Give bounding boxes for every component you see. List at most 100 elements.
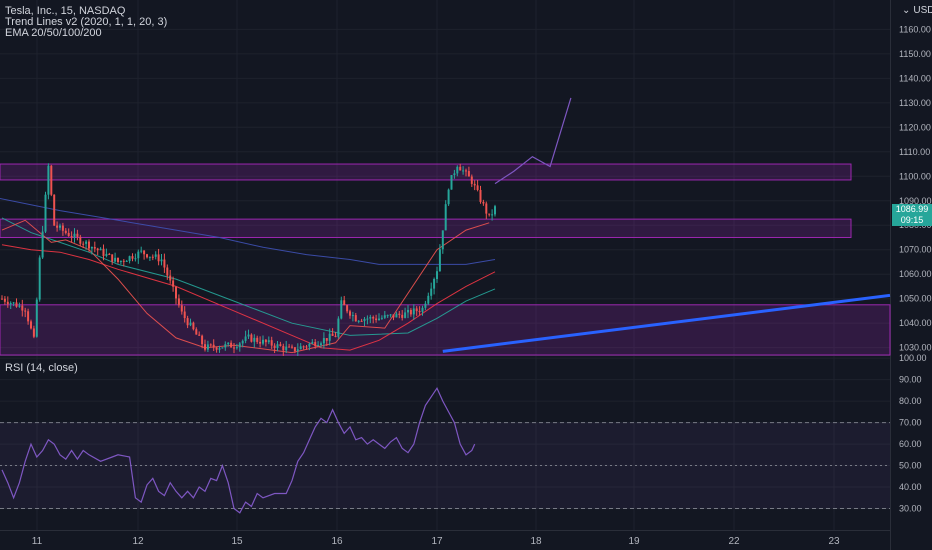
- candle-body: [61, 225, 64, 231]
- candle-body: [35, 299, 38, 337]
- currency-selector[interactable]: ⌄ USD: [900, 4, 932, 17]
- candle-body: [151, 256, 154, 258]
- price-tick-label: 1030.00: [899, 343, 932, 353]
- candle-body: [47, 165, 50, 195]
- candle-body: [172, 280, 175, 287]
- price-axis[interactable]: 1030.001040.001050.001060.001070.001080.…: [899, 24, 932, 513]
- candle-body: [117, 257, 119, 263]
- indicator-trend-lines[interactable]: Trend Lines v2 (2020, 1, 1, 20, 3): [5, 16, 168, 28]
- candle-body: [482, 201, 485, 204]
- candle-body: [221, 347, 224, 349]
- candle-body: [378, 318, 380, 321]
- candle-body: [157, 254, 160, 262]
- candle-body: [473, 183, 476, 186]
- candle-body: [363, 318, 366, 322]
- candle-body: [96, 248, 99, 251]
- ema100-line: [1, 217, 496, 336]
- candle-body: [44, 194, 47, 232]
- time-tick-label: 17: [431, 536, 443, 547]
- candle-body: [183, 311, 186, 319]
- candle-body: [85, 241, 88, 244]
- rsi-tick-label: 80.00: [899, 396, 922, 406]
- candle-body: [409, 309, 412, 315]
- ema200-line: [0, 197, 496, 265]
- candle-body: [418, 311, 421, 313]
- candle-body: [209, 344, 212, 346]
- candle-body: [285, 346, 288, 351]
- candle-body: [102, 248, 105, 256]
- candle-body: [389, 314, 392, 316]
- candle-body: [351, 315, 354, 317]
- rsi-tick-label: 40.00: [899, 482, 922, 492]
- support-resistance-zones: [0, 163, 891, 356]
- time-axis[interactable]: 11 12 15 16 17 18 19 22 23: [32, 536, 840, 547]
- candle-body: [247, 334, 250, 337]
- rsi-line: [1, 386, 476, 514]
- candle-body: [32, 328, 35, 337]
- candle-body: [465, 170, 467, 172]
- candle-body: [279, 344, 282, 347]
- candle-body: [114, 257, 117, 262]
- candle-body: [204, 344, 206, 350]
- candle-body: [163, 259, 166, 268]
- candle-body: [82, 243, 85, 245]
- price-tick-label: 1060.00: [899, 269, 932, 279]
- candle-body: [125, 260, 128, 262]
- candle-body: [3, 298, 6, 302]
- ema50-line: [1, 244, 496, 351]
- candle-body: [438, 249, 441, 272]
- time-tick-label: 19: [628, 536, 640, 547]
- candle-body: [30, 321, 32, 329]
- price-zone: [0, 163, 852, 181]
- candle-body: [291, 346, 293, 348]
- candle-body: [111, 254, 114, 262]
- candle-body: [488, 213, 491, 215]
- candle-body: [450, 175, 453, 190]
- candle-body: [175, 286, 177, 299]
- candle-body: [230, 342, 233, 348]
- candle-body: [88, 241, 90, 249]
- candle-body: [322, 338, 325, 344]
- candle-body: [398, 313, 401, 315]
- candle-body: [218, 348, 221, 350]
- chevron-down-icon: ⌄: [902, 5, 911, 16]
- price-projection-line[interactable]: [494, 97, 572, 185]
- rsi-tick-label: 90.00: [899, 375, 922, 385]
- candle-body: [436, 271, 438, 279]
- candle-body: [427, 295, 430, 304]
- bar-countdown: 09:15: [900, 215, 924, 225]
- candle-body: [430, 288, 433, 296]
- candle-body: [244, 336, 247, 341]
- candle-body: [59, 225, 61, 228]
- candle-body: [27, 311, 30, 322]
- candle-body: [494, 206, 496, 215]
- candle-body: [134, 258, 137, 260]
- candle-body: [50, 165, 53, 195]
- projection-path: [494, 97, 572, 185]
- candle-body: [264, 339, 267, 343]
- rsi-legend[interactable]: RSI (14, close): [5, 362, 78, 374]
- candle-body: [305, 346, 308, 348]
- candle-body: [12, 302, 15, 304]
- rsi-tick-label: 70.00: [899, 418, 922, 428]
- candle-body: [276, 344, 279, 348]
- candle-body: [267, 340, 270, 343]
- candle-body: [9, 303, 12, 305]
- candle-body: [1, 298, 3, 300]
- candle-body: [372, 317, 375, 319]
- candle-body: [79, 236, 82, 244]
- candle-body: [343, 300, 346, 306]
- candle-body: [369, 317, 372, 319]
- candle-body: [311, 342, 314, 344]
- candle-body: [296, 349, 299, 352]
- trend-line[interactable]: [442, 293, 891, 353]
- candle-body: [404, 312, 407, 318]
- candle-body: [119, 260, 122, 263]
- last-price-badge: 1086.99 09:15: [892, 204, 932, 226]
- candle-body: [299, 346, 302, 350]
- symbol-title[interactable]: Tesla, Inc., 15, NASDAQ: [5, 5, 126, 17]
- price-tick-label: 1130.00: [899, 98, 931, 108]
- trend-line-segment: [442, 293, 891, 353]
- indicator-ema[interactable]: EMA 20/50/100/200: [5, 27, 102, 39]
